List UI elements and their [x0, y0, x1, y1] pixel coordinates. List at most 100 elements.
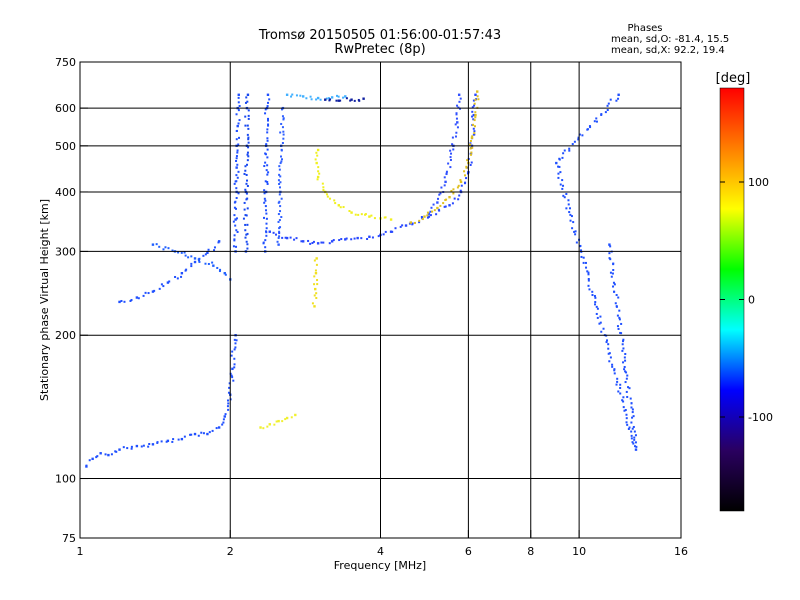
trace-dot: [565, 192, 568, 195]
trace-dot: [278, 235, 281, 238]
trace-dot: [236, 230, 239, 233]
trace-dot: [266, 164, 269, 167]
trace-dot: [265, 217, 268, 220]
trace-dot: [628, 426, 631, 429]
trace-dot: [444, 205, 447, 208]
trace-dot: [313, 275, 316, 278]
trace-dot: [384, 216, 387, 219]
trace-dot: [246, 232, 249, 235]
trace-dot: [420, 216, 423, 219]
trace-dot: [244, 101, 247, 104]
trace-dot: [337, 95, 340, 98]
trace-dot: [227, 391, 230, 394]
trace-dot: [399, 225, 402, 228]
trace-dot: [561, 179, 564, 182]
trace-dot: [444, 199, 447, 202]
trace-dot: [280, 197, 283, 200]
trace-dot: [104, 453, 107, 456]
trace-dot: [245, 182, 248, 185]
trace-dot: [156, 441, 159, 444]
trace-dot: [473, 125, 476, 128]
trace-dot: [264, 112, 267, 115]
data-point: [301, 240, 305, 243]
trace-dot: [265, 143, 268, 146]
trace-dot: [616, 380, 619, 383]
trace-dot: [235, 187, 238, 190]
trace-dot: [621, 349, 624, 352]
trace-dot: [439, 204, 442, 207]
trace-dot: [469, 142, 472, 145]
data-point: [259, 426, 262, 429]
trace-dot: [190, 255, 193, 258]
trace-dot: [452, 188, 455, 191]
trace-dot: [567, 199, 570, 202]
trace-dot: [611, 363, 614, 366]
trace-dot: [587, 273, 590, 276]
trace-dot: [300, 240, 303, 243]
trace-dot: [604, 111, 607, 114]
trace-dot: [236, 163, 239, 166]
data-point: [344, 95, 347, 98]
trace-dot: [438, 209, 441, 212]
data-point: [617, 93, 620, 96]
trace-dot: [557, 172, 560, 175]
trace-dot: [411, 222, 414, 225]
series: [311, 257, 319, 308]
trace-dot: [262, 427, 265, 430]
trace-dot: [328, 99, 331, 102]
trace-dot: [265, 227, 268, 230]
trace-dot: [211, 429, 214, 432]
x-tick-label: 16: [674, 545, 688, 558]
trace-dot: [242, 217, 245, 220]
trace-dot: [450, 152, 453, 155]
data-point: [350, 98, 353, 101]
trace-dot: [246, 243, 249, 246]
data-point: [217, 426, 221, 429]
trace-dot: [266, 148, 269, 151]
data-point: [423, 215, 426, 218]
trace-dot: [190, 265, 193, 268]
trace-dot: [561, 187, 564, 190]
trace-dot: [325, 193, 328, 196]
trace-dot: [227, 402, 230, 405]
trace-dot: [266, 139, 269, 142]
trace-dot: [587, 277, 590, 280]
trace-dot: [580, 249, 583, 252]
trace-dot: [624, 370, 627, 373]
data-point: [294, 413, 297, 417]
trace-dot: [317, 166, 320, 169]
data-point: [151, 290, 155, 293]
trace-dot: [469, 139, 472, 142]
trace-dot: [267, 119, 270, 122]
data-point: [457, 93, 461, 96]
stats-line-x: mean, sd,X: 92.2, 19.4: [611, 45, 725, 56]
trace-dot: [232, 220, 235, 223]
trace-dot: [232, 245, 235, 248]
data-point: [344, 238, 347, 241]
data-point: [448, 204, 451, 207]
trace-dot: [612, 268, 615, 271]
trace-dot: [246, 124, 249, 127]
data-point: [315, 257, 318, 260]
trace-dot: [279, 205, 282, 208]
trace-dot: [634, 434, 637, 437]
trace-dot: [463, 170, 466, 173]
trace-dot: [624, 409, 627, 412]
trace-dot: [559, 183, 562, 186]
trace-dot: [452, 148, 455, 151]
trace-dot: [581, 134, 584, 137]
trace-dot: [474, 116, 477, 119]
trace-dot: [471, 110, 474, 113]
trace-dot: [579, 244, 582, 247]
data-point: [389, 230, 393, 233]
trace-dot: [142, 294, 145, 297]
trace-dot: [633, 430, 636, 433]
trace-dot: [635, 445, 638, 448]
trace-dot: [609, 258, 612, 261]
trace-dot: [348, 210, 351, 213]
trace-dot: [279, 226, 282, 229]
trace-dot: [115, 450, 118, 453]
trace-dot: [629, 397, 632, 400]
trace-dot: [185, 268, 188, 271]
trace-dot: [158, 287, 161, 290]
